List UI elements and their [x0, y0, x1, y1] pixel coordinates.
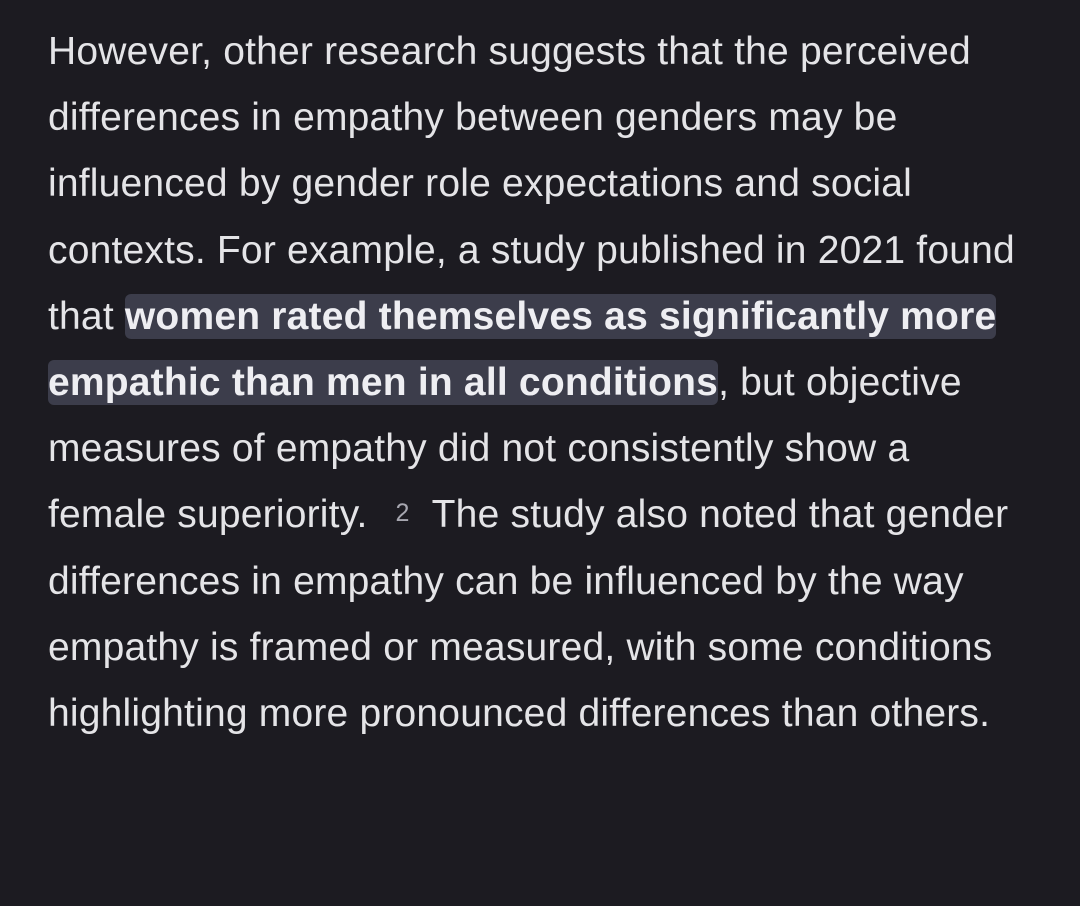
paragraph-text-after-citation: The study also noted that gender differe…	[48, 493, 1009, 736]
paragraph-text-after: , but objective measures of empathy did …	[48, 361, 962, 537]
answer-paragraph: However, other research suggests that th…	[48, 19, 1038, 747]
paragraph-text-before: However, other research suggests that th…	[48, 30, 1015, 338]
citation-badge[interactable]: 2	[395, 499, 410, 528]
